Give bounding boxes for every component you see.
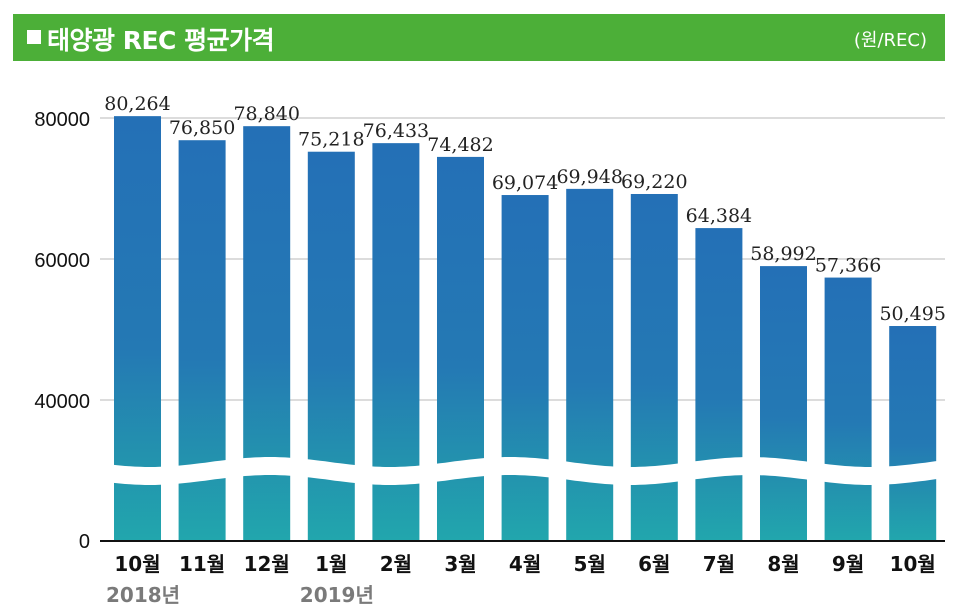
x-tick-label: 6월	[638, 552, 670, 576]
x-tick-label: 2월	[380, 552, 412, 576]
x-axis: 10월 11월 12월 1월 2월 3월 4월 5월 6월 7월 8월 9월 10월 2018년 2019년	[100, 540, 945, 607]
unit-label: (원/REC)	[853, 30, 927, 51]
value-label: 78,840	[233, 103, 299, 125]
y-tick-label: 0	[79, 531, 90, 553]
value-label: 80,264	[104, 93, 170, 115]
x-tick-label: 5월	[574, 552, 606, 576]
x-tick-label: 12월	[244, 552, 290, 576]
bar	[630, 193, 678, 540]
value-label: 69,948	[556, 166, 622, 188]
title-square-icon	[27, 30, 41, 44]
bar	[889, 326, 937, 540]
bar	[243, 126, 291, 540]
chart-title: 태양광 REC 평균가격	[47, 26, 275, 55]
year-label: 2019년	[300, 583, 374, 607]
x-tick-label: 9월	[832, 552, 864, 576]
bar	[437, 156, 484, 540]
value-label: 74,482	[427, 134, 493, 156]
x-tick-label: 3월	[444, 552, 476, 576]
value-label: 76,850	[169, 117, 235, 139]
x-tick-label: 7월	[703, 552, 735, 576]
y-tick-label: 60000	[34, 250, 90, 272]
value-label: 76,433	[363, 120, 429, 142]
y-tick-label: 40000	[34, 391, 90, 413]
bar	[695, 228, 743, 540]
value-label: 64,384	[686, 205, 752, 227]
x-tick-label: 11월	[179, 552, 225, 576]
bar	[760, 266, 807, 540]
x-tick-label: 8월	[767, 552, 799, 576]
x-tick-label: 4월	[509, 552, 541, 576]
value-label: 50,495	[879, 303, 945, 325]
title-bar: 태양광 REC 평균가격 (원/REC)	[13, 14, 945, 61]
axis-break-wave	[100, 457, 945, 485]
y-tick-label: 80000	[34, 109, 90, 131]
y-axis: 0 40000 60000 80000	[34, 109, 90, 553]
x-tick-label: 1월	[315, 552, 347, 576]
axis-break-band	[100, 457, 945, 485]
value-label: 69,074	[492, 172, 558, 194]
bar	[824, 277, 872, 540]
value-label: 69,220	[621, 171, 687, 193]
year-label: 2018년	[106, 583, 180, 607]
value-label: 57,366	[815, 255, 881, 277]
x-tick-label: 10월	[114, 552, 160, 576]
value-label: 75,218	[298, 129, 364, 151]
value-label: 58,992	[750, 243, 816, 265]
bar	[566, 188, 614, 541]
x-tick-label: 10월	[890, 552, 936, 576]
bars	[114, 116, 937, 541]
bar	[501, 195, 549, 540]
